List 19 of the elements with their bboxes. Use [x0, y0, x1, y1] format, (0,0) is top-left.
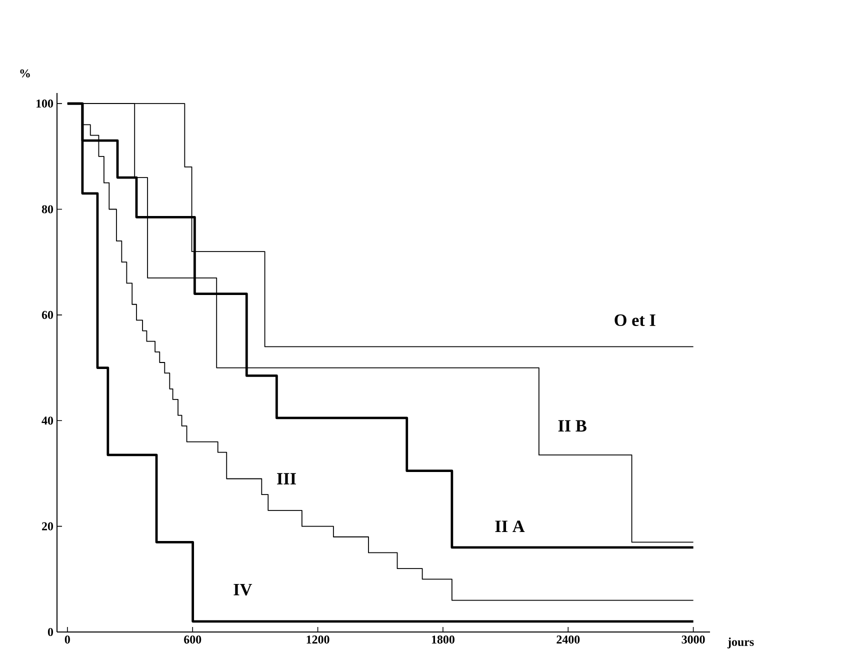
x-tick-label: 600: [184, 636, 202, 644]
x-axis-title: jours: [727, 638, 754, 648]
x-tick-label: 0: [64, 636, 70, 644]
y-tick-label: 60: [42, 310, 54, 319]
series-label: IV: [234, 584, 252, 596]
y-tick-label: 0: [48, 628, 54, 636]
series-label: II A: [495, 520, 525, 532]
x-tick-label: 3000: [682, 636, 705, 644]
y-axis-title: %: [20, 69, 30, 78]
series-label: III: [277, 473, 296, 484]
series-label: O et I: [614, 314, 656, 326]
x-tick-label: 2400: [556, 636, 580, 644]
y-tick-label: 100: [36, 100, 54, 108]
x-tick-label: 1200: [306, 636, 330, 644]
y-tick-label: 40: [42, 416, 54, 425]
y-tick-label: 20: [42, 522, 54, 530]
y-tick-label: 80: [42, 205, 54, 214]
series-label: II B: [558, 420, 586, 432]
x-tick-label: 1800: [432, 636, 454, 644]
